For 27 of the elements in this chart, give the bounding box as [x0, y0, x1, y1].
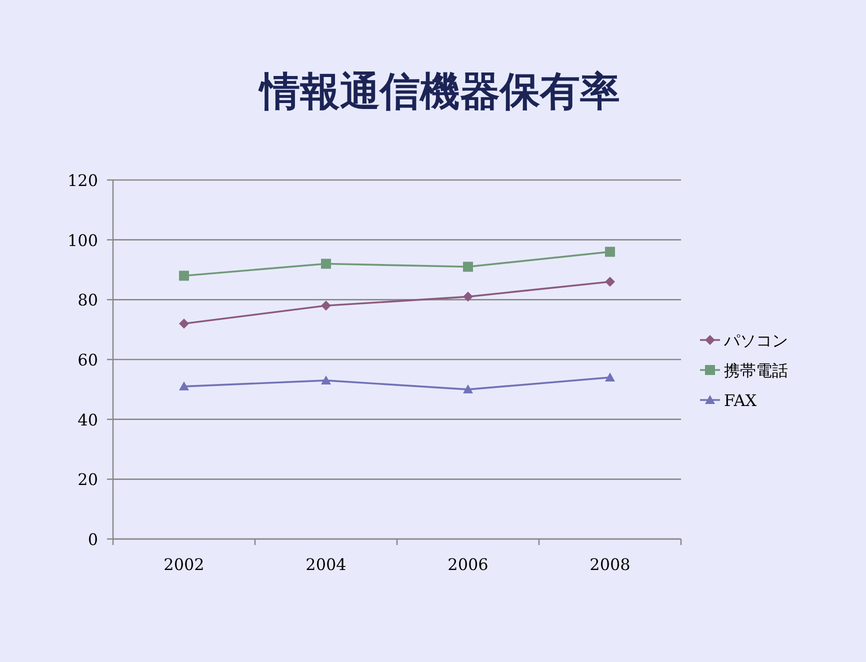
x-tick-label: 2004: [306, 555, 346, 574]
point: [321, 375, 331, 384]
y-tick-label: 20: [78, 470, 98, 490]
y-tick-label: 80: [78, 290, 98, 310]
y-tick-label: 40: [78, 410, 98, 430]
point: [321, 300, 331, 311]
legend-label: FAX: [724, 391, 758, 410]
point: [463, 292, 473, 302]
y-tick-label: 60: [78, 350, 98, 370]
y-tick-label: 100: [67, 230, 98, 250]
x-tick-label: 2002: [164, 555, 204, 574]
legend-label: 携帯電話: [724, 361, 788, 380]
point: [179, 270, 189, 281]
x-tick-label: 2008: [590, 555, 630, 574]
y-tick-label: 120: [67, 171, 98, 190]
point: [605, 276, 615, 287]
y-tick-label: 0: [88, 530, 98, 549]
point: [605, 246, 615, 257]
x-tick-label: 2006: [448, 555, 488, 574]
chart-title: 情報通信機器保有率: [258, 68, 620, 115]
point: [179, 318, 189, 329]
point: [605, 372, 615, 382]
point: [179, 381, 189, 390]
legend-label: パソコン: [723, 331, 788, 350]
point: [463, 384, 473, 394]
point: [321, 258, 331, 269]
point: [463, 262, 473, 272]
